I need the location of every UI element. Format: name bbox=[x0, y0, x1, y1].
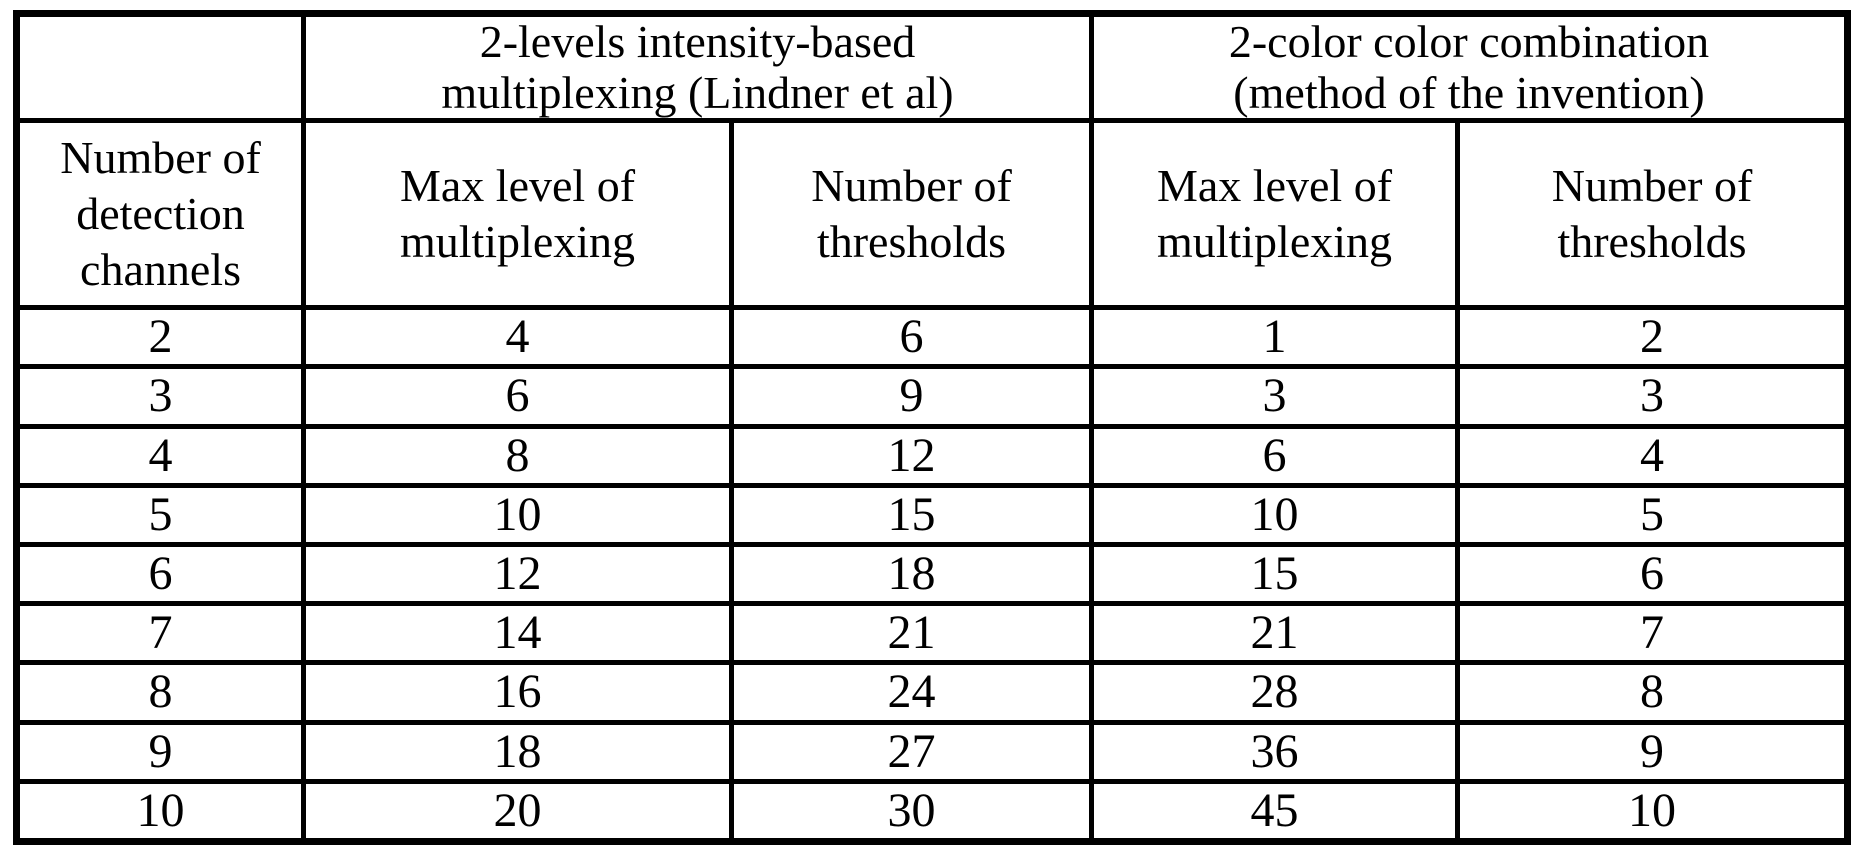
table-row: 7 14 21 21 7 bbox=[14, 601, 1850, 666]
data-cell: 4 bbox=[1455, 423, 1850, 488]
data-cell: 1 bbox=[1089, 305, 1460, 370]
data-cell: 30 bbox=[729, 778, 1094, 845]
data-cell: 9 bbox=[729, 364, 1094, 429]
table-row: 5 10 15 10 5 bbox=[14, 482, 1850, 547]
data-cell: 3 bbox=[1089, 364, 1460, 429]
data-cell: 21 bbox=[729, 601, 1094, 666]
data-cell: 2 bbox=[14, 305, 306, 370]
data-cell: 9 bbox=[14, 719, 306, 784]
data-cell: 8 bbox=[301, 423, 734, 488]
data-cell: 8 bbox=[1455, 660, 1850, 725]
data-cell: 6 bbox=[1455, 541, 1850, 607]
table-row: 10 20 30 45 10 bbox=[14, 778, 1850, 845]
data-cell: 7 bbox=[1455, 601, 1850, 666]
data-cell: 20 bbox=[301, 778, 734, 845]
table-row: 9 18 27 36 9 bbox=[14, 719, 1850, 784]
data-cell: 2 bbox=[1455, 305, 1850, 370]
col-header-thresholds-invention: Number of thresholds bbox=[1455, 118, 1850, 311]
data-cell: 7 bbox=[14, 601, 306, 666]
table-body: 2 4 6 1 2 3 6 9 3 3 4 8 12 6 4 5 10 15 10 5 6 12 18 15 6 7 14 21 21 7… bbox=[14, 305, 1850, 845]
multiplexing-comparison-table: 2-levels intensity-based multiplexing (L… bbox=[13, 10, 1851, 845]
data-cell: 4 bbox=[14, 423, 306, 488]
data-cell: 21 bbox=[1089, 601, 1460, 666]
data-cell: 6 bbox=[729, 305, 1094, 370]
data-cell: 10 bbox=[14, 778, 306, 845]
data-cell: 6 bbox=[14, 541, 306, 607]
data-cell: 27 bbox=[729, 719, 1094, 784]
data-cell: 12 bbox=[729, 423, 1094, 488]
data-cell: 24 bbox=[729, 660, 1094, 725]
data-cell: 36 bbox=[1089, 719, 1460, 784]
data-cell: 28 bbox=[1089, 660, 1460, 725]
data-cell: 10 bbox=[301, 482, 734, 547]
data-cell: 8 bbox=[14, 660, 306, 725]
data-cell: 6 bbox=[301, 364, 734, 429]
data-cell: 12 bbox=[301, 541, 734, 607]
group-header-row: 2-levels intensity-based multiplexing (L… bbox=[14, 10, 1850, 124]
data-cell: 45 bbox=[1089, 778, 1460, 845]
table-row: 4 8 12 6 4 bbox=[14, 423, 1850, 488]
table-row: 8 16 24 28 8 bbox=[14, 660, 1850, 725]
data-cell: 16 bbox=[301, 660, 734, 725]
data-cell: 15 bbox=[1089, 541, 1460, 607]
data-cell: 18 bbox=[729, 541, 1094, 607]
data-cell: 5 bbox=[1455, 482, 1850, 547]
data-cell: 15 bbox=[729, 482, 1094, 547]
data-cell: 4 bbox=[301, 305, 734, 370]
data-cell: 3 bbox=[1455, 364, 1850, 429]
column-header-row: Number of detection channels Max level o… bbox=[14, 118, 1850, 311]
col-header-max-multiplexing-lindner: Max level of multiplexing bbox=[301, 118, 734, 311]
data-cell: 5 bbox=[14, 482, 306, 547]
data-cell: 14 bbox=[301, 601, 734, 666]
data-cell: 10 bbox=[1455, 778, 1850, 845]
data-cell: 6 bbox=[1089, 423, 1460, 488]
corner-empty-cell bbox=[14, 10, 306, 124]
table-row: 6 12 18 15 6 bbox=[14, 541, 1850, 607]
data-cell: 18 bbox=[301, 719, 734, 784]
data-cell: 9 bbox=[1455, 719, 1850, 784]
data-cell: 3 bbox=[14, 364, 306, 429]
group-header-color-combination: 2-color color combination (method of the… bbox=[1089, 10, 1850, 124]
col-header-thresholds-lindner: Number of thresholds bbox=[729, 118, 1094, 311]
col-header-detection-channels: Number of detection channels bbox=[14, 118, 306, 311]
data-cell: 10 bbox=[1089, 482, 1460, 547]
col-header-max-multiplexing-invention: Max level of multiplexing bbox=[1089, 118, 1460, 311]
group-header-intensity-multiplexing: 2-levels intensity-based multiplexing (L… bbox=[301, 10, 1094, 124]
